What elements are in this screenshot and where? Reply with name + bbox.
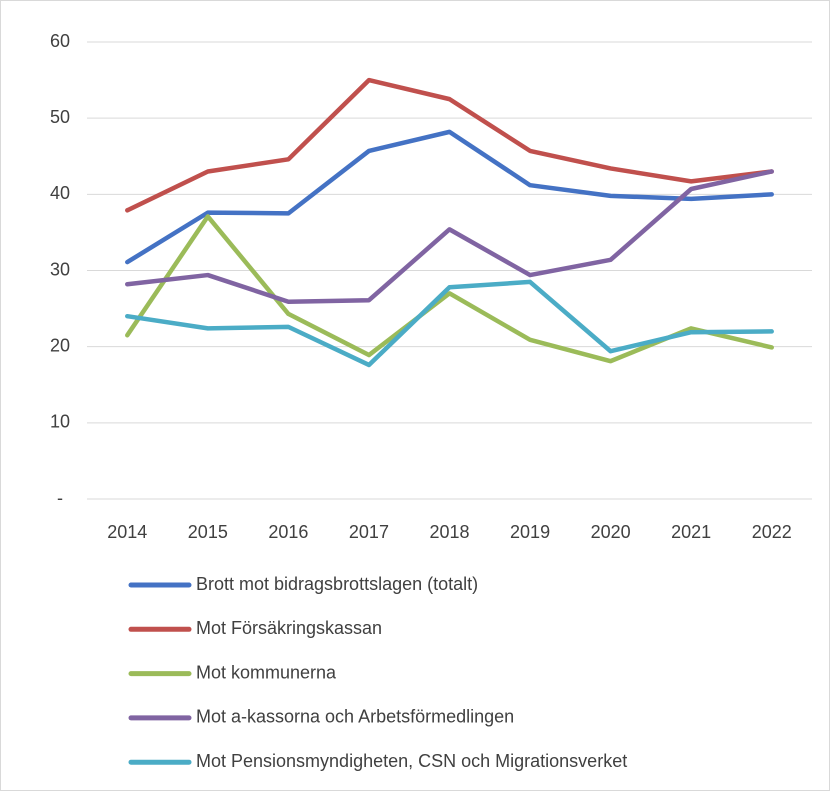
x-tick-label: 2017 <box>349 522 389 542</box>
legend-label: Mot kommunerna <box>196 662 337 682</box>
y-tick-label: 50 <box>50 107 70 127</box>
legend-label: Mot Pensionsmyndigheten, CSN och Migrati… <box>196 751 627 771</box>
y-tick-label: - <box>57 488 63 508</box>
y-tick-label: 30 <box>50 259 70 279</box>
x-tick-label: 2022 <box>752 522 792 542</box>
y-tick-label: 60 <box>50 31 70 51</box>
x-tick-label: 2021 <box>671 522 711 542</box>
legend-label: Brott mot bidragsbrottslagen (totalt) <box>196 574 478 594</box>
series-line <box>125 279 774 368</box>
x-tick-label: 2015 <box>188 522 228 542</box>
x-tick-label: 2016 <box>268 522 308 542</box>
x-tick-label: 2018 <box>429 522 469 542</box>
y-tick-label: 10 <box>50 412 70 432</box>
series-line <box>125 129 774 265</box>
x-tick-label: 2019 <box>510 522 550 542</box>
series-line <box>125 77 774 213</box>
series-line <box>125 169 774 304</box>
y-tick-label: 20 <box>50 335 70 355</box>
legend-label: Mot a-kassorna och Arbetsförmedlingen <box>196 707 514 727</box>
y-tick-label: 40 <box>50 183 70 203</box>
x-tick-label: 2020 <box>591 522 631 542</box>
x-tick-label: 2014 <box>107 522 147 542</box>
legend-label: Mot Försäkringskassan <box>196 618 382 638</box>
